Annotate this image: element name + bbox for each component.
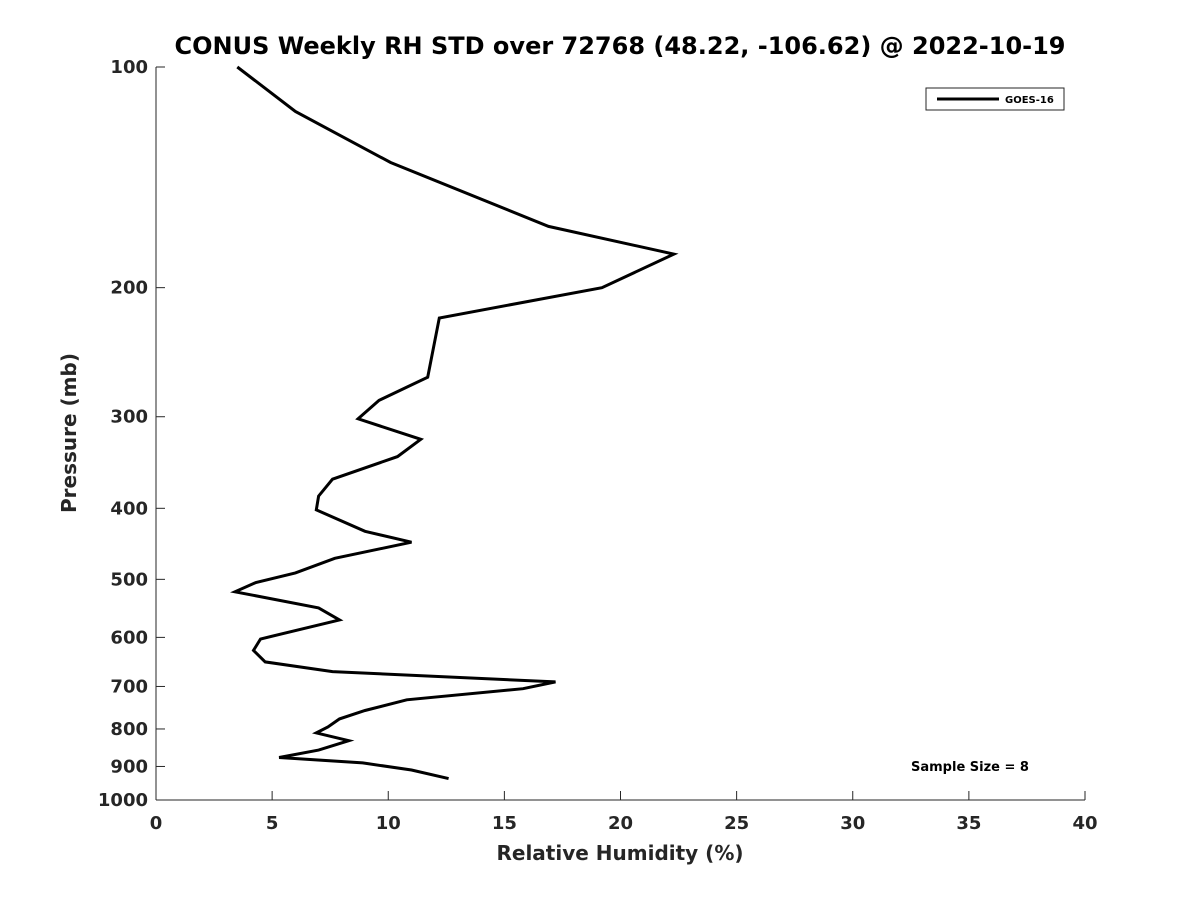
series-layer bbox=[230, 65, 679, 781]
y-tick-label: 100 bbox=[110, 57, 148, 78]
x-tick-label: 25 bbox=[724, 813, 749, 834]
sample-size-annotation: Sample Size = 8 bbox=[911, 760, 1029, 775]
y-tick-label: 1000 bbox=[98, 790, 148, 811]
series-line-goes16 bbox=[230, 65, 679, 781]
x-axis-label: Relative Humidity (%) bbox=[496, 841, 743, 865]
y-tick-label: 200 bbox=[110, 278, 148, 299]
legend-label-goes16: GOES-16 bbox=[1005, 95, 1054, 106]
y-tick-label: 300 bbox=[110, 407, 148, 428]
x-tick-label: 15 bbox=[492, 813, 517, 834]
x-tick-label: 40 bbox=[1072, 813, 1097, 834]
x-tick-label: 20 bbox=[608, 813, 633, 834]
y-tick-label: 700 bbox=[110, 676, 148, 697]
y-axis-label: Pressure (mb) bbox=[57, 353, 81, 513]
y-tick-label: 600 bbox=[110, 627, 148, 648]
legend: GOES-16 bbox=[925, 87, 1065, 111]
x-tick-label: 5 bbox=[266, 813, 279, 834]
y-tick-label: 500 bbox=[110, 569, 148, 590]
y-tick-label: 800 bbox=[110, 719, 148, 740]
y-tick-label: 900 bbox=[110, 756, 148, 777]
x-tick-label: 35 bbox=[956, 813, 981, 834]
x-ticks: 0 5 10 15 20 25 30 35 40 bbox=[150, 791, 1098, 834]
plot-area bbox=[156, 67, 1085, 800]
y-tick-label: 400 bbox=[110, 498, 148, 519]
x-tick-label: 10 bbox=[376, 813, 401, 834]
x-tick-label: 0 bbox=[150, 813, 163, 834]
y-ticks: 100 200 300 400 500 600 700 800 900 1000 bbox=[98, 57, 165, 811]
chart-title: CONUS Weekly RH STD over 72768 (48.22, -… bbox=[174, 32, 1065, 60]
x-tick-label: 30 bbox=[840, 813, 865, 834]
